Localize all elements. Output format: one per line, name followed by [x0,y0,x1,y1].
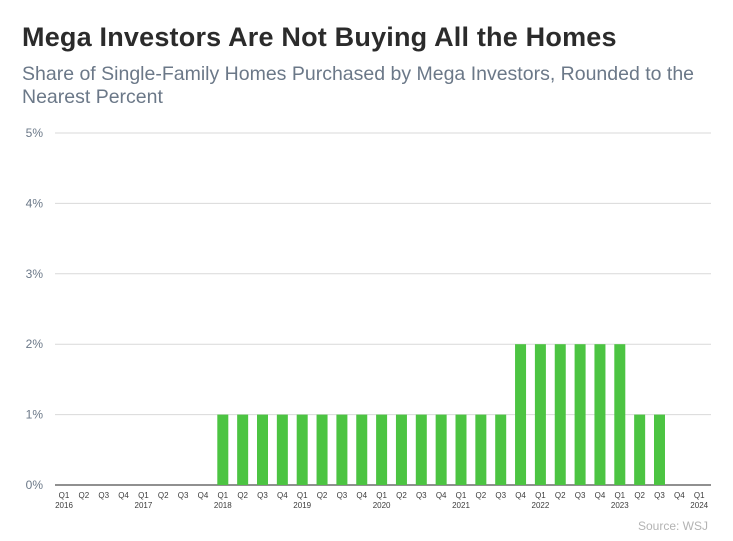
bar [316,414,328,485]
x-tick-quarter: Q4 [356,491,367,500]
x-tick-year: 2024 [690,501,708,510]
x-tick-quarter: Q3 [654,491,665,500]
source-note: Source: WSJ [637,519,708,533]
x-tick-quarter: Q3 [337,491,348,500]
bar [435,414,447,485]
x-tick-quarter: Q4 [118,491,129,500]
bar [534,344,546,485]
bar [515,344,527,485]
x-tick-quarter: Q3 [495,491,506,500]
chart-title: Mega Investors Are Not Buying All the Ho… [22,22,617,52]
bar [495,414,507,485]
chart-subtitle: Share of Single-Family Homes Purchased b… [22,63,695,108]
y-tick-label: 0% [26,478,44,492]
bar [276,414,288,485]
x-tick-quarter: Q3 [178,491,189,500]
x-tick-year: 2016 [55,501,73,510]
x-tick-quarter: Q1 [59,491,70,500]
x-tick-quarter: Q4 [515,491,526,500]
x-tick-quarter: Q4 [277,491,288,500]
bar [395,414,407,485]
bar [356,414,368,485]
x-tick-quarter: Q4 [198,491,209,500]
x-tick-quarter: Q1 [138,491,149,500]
bar [654,414,665,485]
axis-labels: 0% 1% 2% 3% 4% 5% Q1 Q2 Q3 Q4 Q1 Q2 Q3 Q4 Q1 Q2 Q3 Q4 Q1 Q2… [26,126,709,510]
x-tick-quarter: Q2 [158,491,169,500]
bar [415,414,427,485]
bar [217,414,229,485]
x-tick-year: 2017 [135,501,153,510]
x-tick-quarter: Q1 [376,491,387,500]
bar [376,414,388,485]
bar [614,344,626,485]
x-tick-quarter: Q3 [98,491,109,500]
bar [475,414,487,485]
y-tick-label: 5% [26,126,44,140]
x-tick-year: 2020 [373,501,391,510]
x-tick-quarter: Q2 [555,491,566,500]
x-tick-quarter: Q1 [297,491,308,500]
bar [594,344,606,485]
x-tick-quarter: Q4 [436,491,447,500]
x-tick-year: 2021 [452,501,470,510]
x-tick-quarter: Q1 [694,491,705,500]
bar [257,414,268,485]
x-tick-quarter: Q2 [476,491,487,500]
x-tick-quarter: Q3 [257,491,268,500]
x-tick-quarter: Q4 [674,491,685,500]
x-tick-year: 2019 [293,501,311,510]
bar [455,414,467,485]
x-tick-quarter: Q2 [396,491,407,500]
y-tick-label: 3% [26,267,44,281]
x-tick-year: 2023 [611,501,629,510]
x-tick-year: 2018 [214,501,232,510]
bar [634,414,646,485]
y-tick-label: 4% [26,196,44,210]
x-tick-quarter: Q3 [575,491,586,500]
bar [336,414,348,485]
bar [574,344,586,485]
x-tick-quarter: Q2 [79,491,90,500]
x-tick-quarter: Q1 [614,491,625,500]
x-tick-quarter: Q1 [535,491,546,500]
bar [296,414,308,485]
y-tick-label: 1% [26,408,44,422]
x-tick-quarter: Q4 [595,491,606,500]
x-tick-quarter: Q1 [217,491,228,500]
x-tick-quarter: Q1 [456,491,467,500]
bar [554,344,566,485]
x-tick-quarter: Q3 [416,491,427,500]
x-tick-quarter: Q2 [317,491,328,500]
bars [217,344,665,485]
y-tick-label: 2% [26,337,44,351]
bar [237,414,249,485]
x-tick-year: 2022 [532,501,550,510]
x-tick-quarter: Q2 [634,491,645,500]
x-tick-quarter: Q2 [237,491,248,500]
